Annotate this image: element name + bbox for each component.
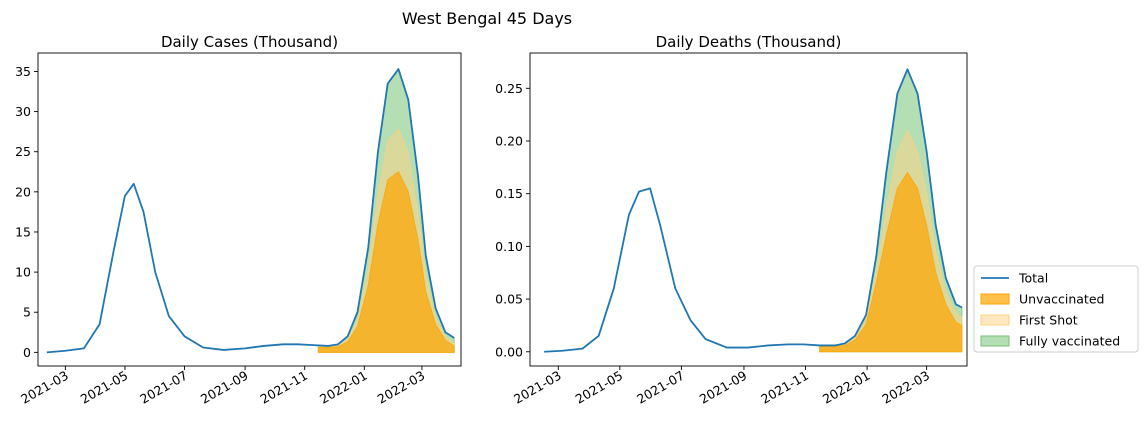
line-total (46, 68, 455, 354)
x-tick-label: 2022-01 (317, 368, 370, 407)
panel-title: Daily Cases (Thousand) (161, 33, 338, 51)
area-unvaccinated (819, 171, 963, 353)
x-tick-label: 2021-07 (634, 368, 687, 407)
legend-swatch-first-shot (980, 314, 1010, 326)
y-tick-label: 10 (15, 265, 31, 280)
x-tick-label: 2022-01 (820, 368, 873, 407)
x-tick-label: 2022-03 (375, 368, 428, 407)
x-tick-label: 2021-11 (758, 368, 811, 407)
y-tick-label: 25 (15, 144, 31, 159)
x-tick-label: 2021-03 (511, 368, 564, 407)
y-tick-label: 35 (15, 64, 31, 79)
area-unvaccinated (317, 171, 455, 353)
x-tick-label: 2021-03 (18, 368, 71, 407)
y-tick-label: 0.15 (495, 186, 523, 201)
x-tick-label: 2021-05 (573, 368, 626, 407)
legend-swatch-unvaccinated (980, 293, 1010, 305)
legend-label: Total (1018, 271, 1048, 286)
x-tick-label: 2021-11 (257, 368, 310, 407)
y-tick-label: 30 (15, 104, 31, 119)
line-total (544, 68, 963, 353)
axes-frame (529, 52, 968, 367)
axes-frame (37, 52, 462, 367)
x-tick-label: 2021-09 (198, 368, 251, 407)
legend-label: Fully vaccinated (1019, 334, 1120, 349)
y-tick-label: 0.10 (495, 239, 523, 254)
y-tick-label: 0 (23, 345, 31, 360)
legend-label: Unvaccinated (1019, 292, 1104, 307)
legend-swatch-fully-vaccinated (980, 335, 1010, 347)
legend-box (973, 265, 1139, 353)
y-tick-label: 15 (15, 224, 31, 239)
x-tick-label: 2021-07 (137, 368, 190, 407)
x-tick-label: 2021-09 (697, 368, 750, 407)
chart-panel-1: Daily Cases (Thousand) 0 5 10 15 20 25 30 35 2021… (15, 33, 462, 407)
y-tick-label: 0.25 (495, 81, 523, 96)
y-tick-label: 20 (15, 184, 31, 199)
chart-panel-2: Daily Deaths (Thousand) 0.00 0.05 0.10 0.15 0… (495, 33, 968, 407)
legend-label: First Shot (1019, 313, 1078, 328)
x-tick-label: 2022-03 (879, 368, 932, 407)
legend: Total Unvaccinated First Shot Fully vaccina… (973, 265, 1139, 353)
y-tick-label: 0.00 (495, 344, 523, 359)
y-tick-label: 5 (23, 305, 31, 320)
x-tick-label: 2021-05 (78, 368, 131, 407)
y-tick-label: 0.05 (495, 292, 523, 307)
figure-suptitle: West Bengal 45 Days (402, 9, 572, 28)
panel-title: Daily Deaths (Thousand) (656, 33, 842, 51)
y-tick-label: 0.20 (495, 133, 523, 148)
